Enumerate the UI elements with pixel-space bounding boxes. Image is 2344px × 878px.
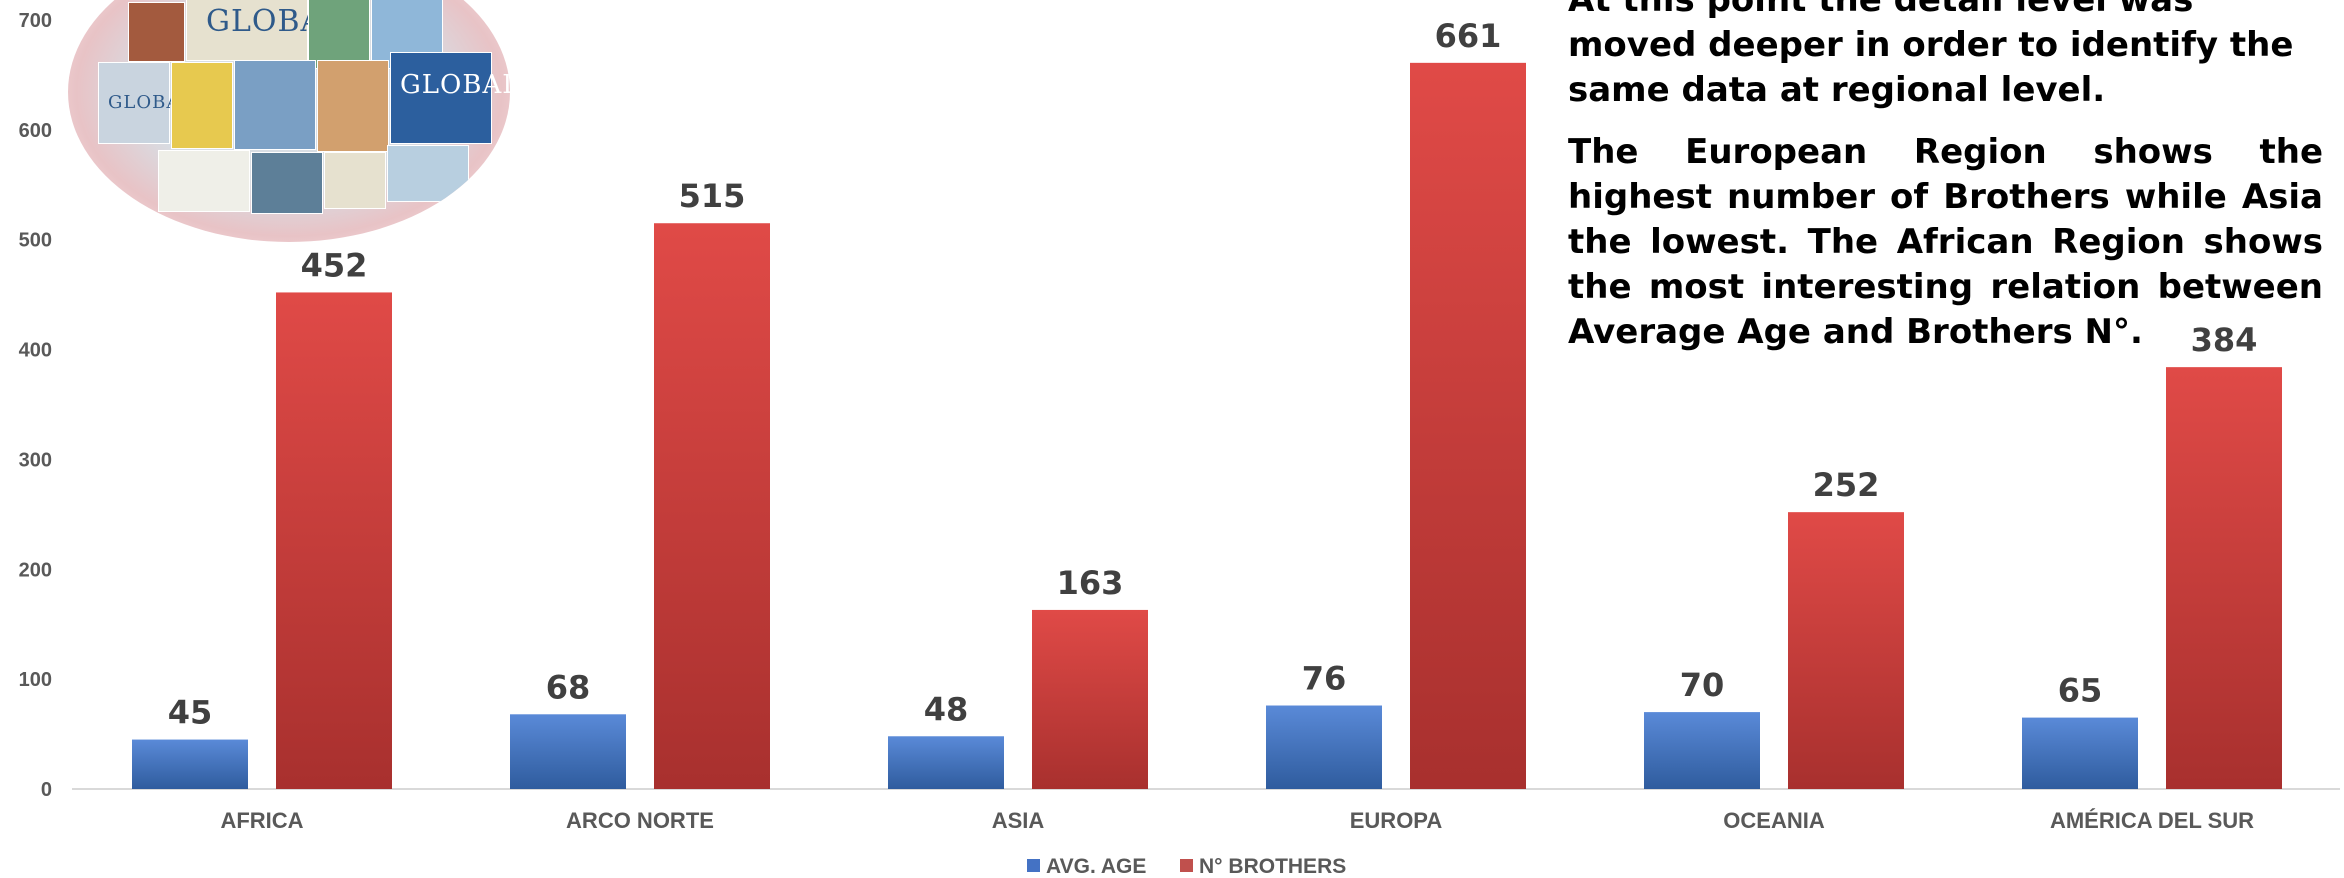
- x-tick-label: ASIA: [992, 808, 1045, 833]
- data-labels: 45 452 68 515 48 163 76 661 70 252 65 384: [168, 17, 2258, 732]
- data-label: 661: [1435, 17, 1502, 55]
- bar-avg-age: [2022, 717, 2138, 789]
- note-paragraph-2: The European Region shows the highest nu…: [1568, 130, 2323, 355]
- x-tick-label: OCEANIA: [1723, 808, 1825, 833]
- data-label: 252: [1813, 466, 1880, 504]
- thumb: [186, 0, 308, 61]
- legend: AVG. AGE N° BROTHERS: [1027, 855, 1346, 878]
- thumb: [128, 2, 185, 62]
- data-label: 70: [1680, 666, 1725, 704]
- bar-brothers: [654, 223, 770, 789]
- thumb: [171, 62, 233, 149]
- data-label: 65: [2058, 672, 2103, 710]
- bar-avg-age: [888, 736, 1004, 789]
- bar-brothers: [1788, 512, 1904, 789]
- y-axis: 0 100 200 300 400 500 600 700: [19, 10, 52, 801]
- note-text-1: At this point the detail level was moved…: [1568, 0, 2294, 110]
- note-paragraph-1: At this point the detail level was moved…: [1568, 0, 2323, 113]
- bar-avg-age: [510, 714, 626, 789]
- thumb: [98, 62, 170, 144]
- data-label: 452: [301, 246, 368, 284]
- y-tick-label: 0: [41, 779, 52, 801]
- bar-brothers: [276, 292, 392, 789]
- thumb: [308, 0, 370, 69]
- y-tick-label: 300: [19, 449, 52, 471]
- bar-brothers: [2166, 367, 2282, 789]
- bar-avg-age: [1266, 705, 1382, 789]
- thumb: [387, 145, 469, 202]
- bar-brothers: [1410, 62, 1526, 789]
- thumb: [390, 52, 492, 144]
- bar-avg-age: [1644, 712, 1760, 789]
- magazine-collage-image: GLOBAL GLOBAL GLOBAL: [68, 0, 510, 242]
- data-label: 48: [924, 690, 969, 728]
- x-tick-label: ARCO NORTE: [566, 808, 714, 833]
- data-label: 384: [2191, 321, 2258, 359]
- thumb: [234, 60, 316, 150]
- thumb: [324, 152, 386, 209]
- data-label: 515: [679, 177, 746, 215]
- thumb: [317, 60, 389, 152]
- x-tick-label: AFRICA: [220, 808, 303, 833]
- x-axis: AFRICA ARCO NORTE ASIA EUROPA OCEANIA AMÉRICA…: [220, 808, 2254, 833]
- y-tick-label: 700: [19, 10, 52, 32]
- bar-avg-age: [132, 739, 248, 789]
- y-tick-label: 200: [19, 559, 52, 581]
- note-text-2: The European Region shows the highest nu…: [1568, 132, 2323, 352]
- data-label: 76: [1302, 660, 1347, 698]
- x-tick-label: EUROPA: [1350, 808, 1443, 833]
- y-tick-label: 500: [19, 230, 52, 252]
- bar-brothers: [1032, 609, 1148, 789]
- bars: [132, 62, 2282, 789]
- x-tick-label: AMÉRICA DEL SUR: [2050, 808, 2254, 833]
- y-tick-label: 100: [19, 669, 52, 691]
- legend-swatch-avg-age: [1027, 859, 1040, 872]
- thumb: [158, 150, 250, 212]
- y-tick-label: 600: [19, 120, 52, 142]
- data-label: 68: [546, 668, 591, 706]
- data-label: 163: [1057, 564, 1124, 602]
- y-tick-label: 400: [19, 340, 52, 362]
- legend-label-brothers: N° BROTHERS: [1199, 855, 1346, 878]
- legend-swatch-brothers: [1180, 859, 1193, 872]
- thumb: [251, 152, 323, 214]
- collage-title-text-3: GLOBAL: [400, 70, 510, 100]
- data-label: 45: [168, 694, 213, 732]
- legend-label-avg-age: AVG. AGE: [1046, 855, 1146, 878]
